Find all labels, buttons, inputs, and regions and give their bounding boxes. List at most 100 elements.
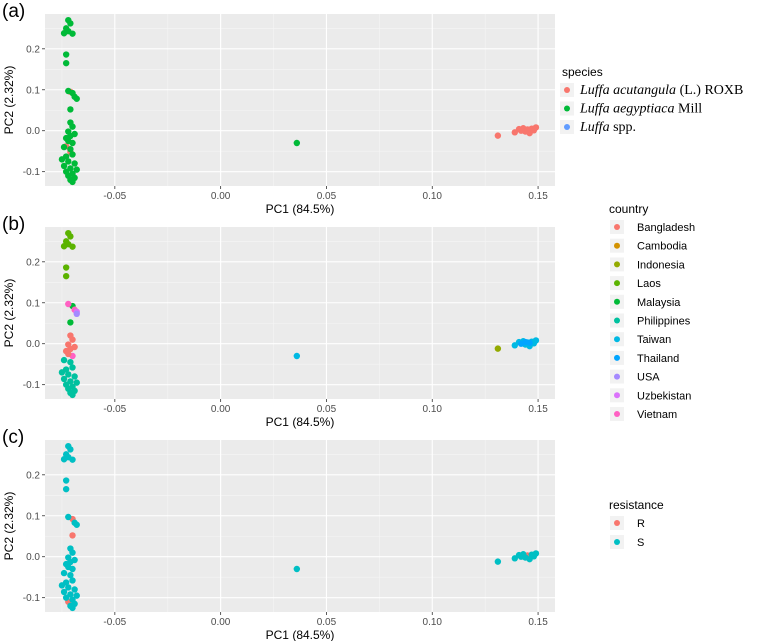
y-axis-title: PC2 (2.32%) — [2, 492, 16, 561]
y-tick-label: -0.1 — [23, 380, 41, 391]
legend-key — [614, 539, 620, 545]
data-point — [69, 243, 76, 250]
data-point — [73, 310, 80, 318]
legend-entry-label: Philippines — [637, 316, 691, 328]
data-point — [69, 577, 76, 584]
x-tick-label: 0.00 — [211, 191, 231, 202]
data-point — [58, 582, 66, 589]
data-point — [67, 145, 74, 153]
legend-entry-label: Cambodia — [637, 241, 688, 253]
data-point — [67, 20, 74, 27]
data-point — [517, 127, 525, 134]
legend-key — [564, 87, 570, 93]
data-point — [69, 139, 76, 147]
y-tick-label: 0.2 — [26, 257, 40, 268]
data-point — [65, 350, 72, 358]
x-tick-label: -0.05 — [103, 191, 126, 202]
y-tick-label: -0.1 — [23, 167, 41, 178]
x-tick-label: 0.15 — [528, 617, 548, 628]
plot-background — [45, 14, 555, 186]
data-point — [69, 364, 76, 371]
x-tick-label: 0.15 — [528, 191, 548, 202]
x-tick-label: 0.00 — [211, 617, 231, 628]
data-point — [65, 300, 72, 308]
data-point — [65, 513, 72, 521]
data-point — [60, 143, 68, 151]
data-point — [532, 337, 540, 344]
data-point — [60, 162, 68, 170]
panel-label: (b) — [2, 214, 25, 235]
data-point — [60, 243, 68, 250]
data-point — [532, 124, 540, 131]
data-point — [62, 477, 70, 484]
data-point — [73, 592, 80, 599]
data-point — [69, 123, 76, 130]
legend-entry-label: R — [637, 518, 645, 530]
legend-key — [614, 224, 620, 230]
data-point — [62, 485, 70, 493]
legend-title: resistance — [609, 498, 664, 512]
legend-key — [614, 392, 620, 399]
data-point — [69, 532, 76, 539]
y-tick-label: 0.1 — [26, 85, 40, 96]
data-point — [71, 373, 78, 380]
data-point — [494, 345, 502, 352]
plot-background — [45, 440, 555, 612]
data-point — [65, 371, 72, 378]
x-tick-label: 0.05 — [317, 404, 337, 415]
data-point — [58, 156, 66, 163]
data-point — [522, 338, 529, 346]
data-point — [71, 586, 78, 593]
x-axis-title: PC1 (84.5%) — [266, 415, 335, 429]
data-point — [69, 151, 76, 158]
y-tick-label: 0.1 — [26, 298, 40, 309]
legend-key — [614, 298, 620, 305]
data-point — [69, 604, 76, 612]
data-point — [494, 558, 502, 565]
y-tick-label: 0.1 — [26, 511, 40, 522]
data-point — [293, 352, 301, 360]
data-point — [69, 178, 76, 186]
x-tick-label: 0.15 — [528, 404, 548, 415]
x-tick-label: 0.10 — [423, 404, 443, 415]
legend-title: species — [562, 65, 603, 79]
data-point — [69, 565, 76, 573]
y-axis-title: PC2 (2.32%) — [2, 279, 16, 348]
data-point — [60, 588, 68, 596]
data-point — [73, 521, 80, 528]
legend-key — [614, 411, 620, 417]
data-point — [494, 132, 502, 139]
data-point — [60, 356, 68, 364]
data-point — [69, 391, 76, 399]
data-point — [62, 272, 70, 280]
legend-entry-label: Vietnam — [637, 409, 677, 421]
legend-entry-label: Laos — [637, 278, 661, 290]
data-point — [69, 30, 76, 37]
panel-1: (b) -0.05 0.00 0.05 0.10 0.15 -0.1 0.0 0.1 0.2 PC1… — [2, 202, 695, 429]
x-tick-label: 0.10 — [423, 617, 443, 628]
y-tick-label: 0.0 — [26, 552, 40, 563]
legend-key — [614, 373, 620, 380]
data-point — [62, 51, 70, 58]
data-point — [69, 549, 76, 556]
data-point — [532, 550, 540, 557]
legend-entry-label: Luffa spp. — [579, 120, 636, 135]
data-point — [293, 139, 301, 147]
data-point — [67, 319, 74, 326]
data-point — [526, 126, 533, 134]
legend-key — [614, 354, 620, 361]
data-point — [73, 379, 80, 386]
panel-0: (a) -0.05 0.00 0.05 0.10 0.15 -0.1 0.0 0.1 0.2 PC1… — [2, 1, 743, 216]
data-point — [58, 369, 66, 376]
data-point — [517, 553, 525, 560]
panel-2: (c) -0.05 0.00 0.05 0.10 0.15 -0.1 0.0 0.1 0.2 PC1… — [2, 427, 664, 641]
data-point — [67, 358, 74, 366]
data-point — [65, 584, 72, 591]
data-point — [67, 571, 74, 579]
data-point — [67, 446, 74, 453]
panel-label: (a) — [2, 1, 25, 22]
legend-key — [614, 242, 620, 249]
y-tick-label: 0.2 — [26, 44, 40, 55]
data-point — [73, 166, 80, 173]
